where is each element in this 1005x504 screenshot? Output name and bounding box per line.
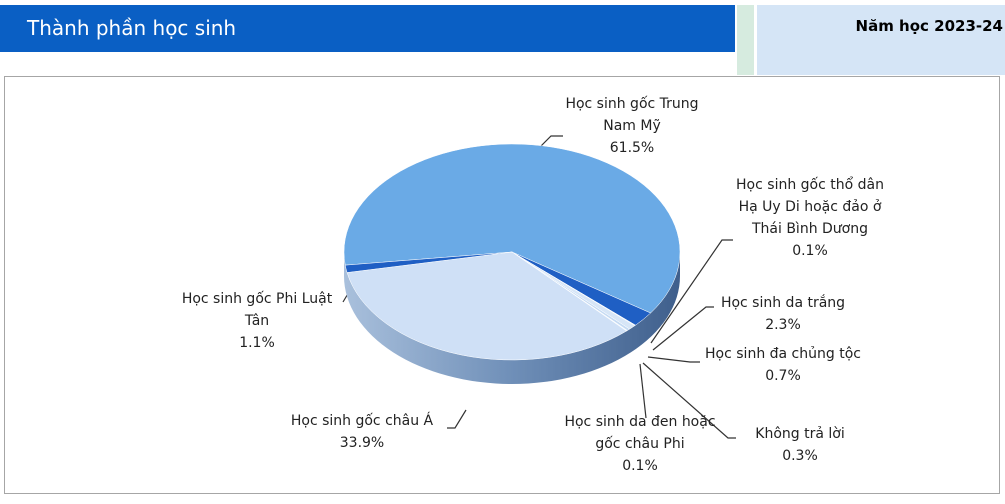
slice-label: Không trả lời 0.3% (730, 423, 870, 467)
slice-value: 0.1% (792, 243, 828, 259)
slice-value: 0.7% (765, 368, 801, 384)
pie-slice (346, 251, 628, 361)
slice-name: Học sinh da trắng (720, 295, 846, 311)
chart-panel (4, 76, 1000, 494)
pie-slice (343, 143, 681, 314)
slice-value: 1.1% (239, 335, 275, 351)
year-box: Năm học 2023-24 (757, 5, 1005, 75)
slice-label: Học sinh da đen hoặc gốc châu Phi 0.1% (560, 411, 720, 477)
slice-value: 33.9% (339, 435, 385, 451)
pie-rim (344, 252, 680, 384)
slice-label: Học sinh da trắng 2.3% (703, 292, 863, 336)
slice-name: Học sinh đa chủng tộc (705, 346, 861, 362)
slice-label: Học sinh gốc châu Á 33.9% (267, 410, 457, 454)
slice-name: Học sinh gốc châu Á (290, 413, 434, 429)
slice-name: Học sinh gốc Trung Nam Mỹ (565, 96, 699, 134)
slice-name: Không trả lời (755, 426, 845, 442)
slice-value: 0.1% (622, 458, 658, 474)
slice-value: 61.5% (609, 140, 655, 156)
slice-label: Học sinh gốc thổ dân Hạ Uy Di hoặc đảo ở… (728, 174, 893, 262)
slice-label: Học sinh đa chủng tộc 0.7% (703, 343, 863, 387)
year-label: Năm học 2023-24 (855, 17, 1003, 35)
slice-value: 0.3% (782, 448, 818, 464)
slice-name: Học sinh gốc Phi Luật Tân (181, 291, 333, 329)
pie-slice (344, 251, 513, 273)
header-strip (737, 5, 754, 75)
header-title: Thành phần học sinh (0, 5, 735, 52)
slice-value: 2.3% (765, 317, 801, 333)
slice-name: Học sinh gốc thổ dân Hạ Uy Di hoặc đảo ở… (736, 177, 884, 237)
slice-name: Học sinh da đen hoặc gốc châu Phi (564, 414, 716, 452)
slice-label: Học sinh gốc Phi Luật Tân 1.1% (177, 288, 337, 354)
slice-label: Học sinh gốc Trung Nam Mỹ 61.5% (562, 93, 702, 159)
